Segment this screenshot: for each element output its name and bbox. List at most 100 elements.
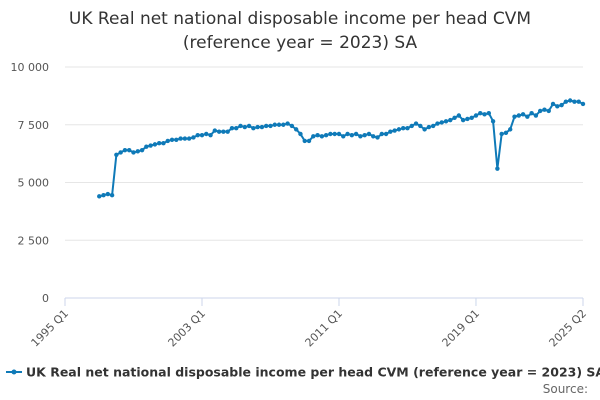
data-point (169, 137, 175, 142)
data-point (114, 152, 119, 157)
data-point (101, 193, 106, 198)
data-point (264, 123, 269, 129)
data-point (195, 132, 200, 138)
data-point (152, 142, 158, 147)
data-point (460, 117, 466, 123)
data-point (255, 124, 260, 130)
y-tick-label: 2 500 (18, 234, 50, 247)
data-point (174, 137, 179, 142)
data-point (285, 121, 290, 126)
legend-marker (11, 369, 17, 375)
data-point (555, 104, 560, 109)
data-point (298, 131, 303, 137)
data-point (238, 123, 243, 129)
data-point (281, 122, 286, 127)
data-point (302, 138, 307, 144)
data-point (580, 101, 586, 107)
data-point (520, 112, 526, 117)
data-point (289, 123, 295, 129)
data-point (293, 127, 299, 132)
data-point (306, 138, 312, 144)
data-point (199, 132, 205, 138)
x-tick-label: 2019 Q1 (440, 307, 483, 350)
y-tick-label: 0 (42, 292, 49, 305)
data-point (182, 136, 188, 141)
data-point (332, 131, 337, 137)
data-point (127, 147, 132, 153)
data-point (156, 141, 162, 146)
data-point (371, 134, 376, 139)
data-point (473, 113, 479, 118)
data-point (537, 108, 543, 114)
data-point (148, 143, 153, 148)
data-point (315, 132, 320, 138)
data-point (105, 191, 111, 197)
data-point (131, 150, 136, 155)
data-point (366, 131, 372, 137)
data-point (221, 129, 226, 134)
data-point (208, 132, 213, 138)
data-point (204, 131, 209, 137)
data-point (533, 113, 539, 118)
data-point (191, 135, 196, 140)
data-point (353, 131, 359, 137)
data-point (396, 127, 402, 132)
data-point (563, 99, 569, 104)
data-point (135, 149, 140, 154)
data-point (234, 126, 239, 131)
data-point (550, 101, 556, 107)
data-line (98, 99, 584, 198)
data-point (358, 134, 363, 139)
data-point (443, 119, 449, 124)
data-point (165, 138, 170, 144)
data-point (336, 131, 342, 137)
data-point (122, 147, 128, 153)
data-point (559, 102, 564, 108)
data-point (246, 123, 252, 129)
data-point (375, 135, 380, 140)
data-point (405, 126, 410, 131)
data-point (435, 121, 440, 126)
data-point (486, 111, 492, 116)
data-point (328, 131, 333, 137)
data-point (319, 134, 325, 139)
data-point (525, 114, 530, 119)
data-point (345, 131, 350, 137)
data-point (512, 114, 517, 119)
data-point (362, 132, 367, 138)
data-point (242, 124, 248, 130)
data-point (259, 124, 265, 130)
data-point (383, 131, 389, 137)
data-point (379, 131, 384, 137)
y-tick-label: 10 000 (11, 61, 50, 74)
data-point (118, 150, 123, 155)
data-point (341, 134, 346, 139)
data-point (469, 115, 474, 121)
data-point (529, 111, 534, 116)
data-point (516, 113, 521, 118)
data-point (251, 126, 256, 131)
source-label: Source: (543, 382, 588, 396)
data-point (186, 136, 192, 141)
data-point (503, 130, 509, 136)
data-point (276, 122, 282, 127)
data-point (495, 166, 500, 171)
data-point (178, 136, 183, 141)
data-point (212, 128, 218, 133)
data-point (546, 108, 551, 114)
data-point (225, 129, 230, 134)
x-tick-label: 2003 Q1 (166, 307, 209, 350)
data-point (323, 132, 329, 138)
data-point (97, 194, 102, 199)
data-point (567, 98, 573, 103)
data-point (499, 131, 504, 137)
data-point (542, 107, 547, 112)
data-point (400, 126, 406, 131)
data-point (508, 127, 513, 132)
data-point (216, 129, 222, 134)
data-point (392, 128, 397, 133)
data-point (422, 127, 427, 132)
data-point (311, 134, 316, 139)
data-point (478, 111, 483, 116)
